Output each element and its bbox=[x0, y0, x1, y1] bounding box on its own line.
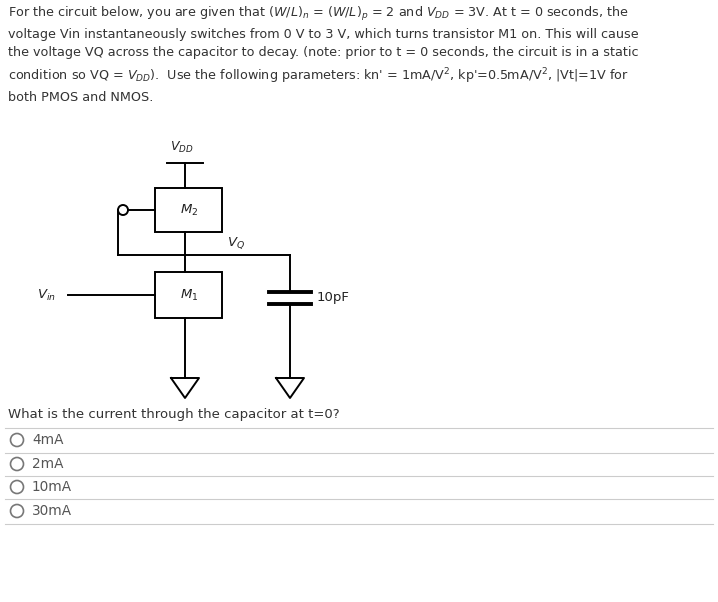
Text: $M_2$: $M_2$ bbox=[180, 202, 199, 217]
Text: $V_{in}$: $V_{in}$ bbox=[37, 287, 56, 303]
Text: 2mA: 2mA bbox=[32, 457, 63, 471]
Text: 10pF: 10pF bbox=[317, 291, 350, 305]
Text: 4mA: 4mA bbox=[32, 433, 63, 447]
Text: $V_{DD}$: $V_{DD}$ bbox=[170, 140, 194, 155]
FancyBboxPatch shape bbox=[155, 272, 222, 318]
Text: 30mA: 30mA bbox=[32, 504, 72, 518]
Text: $V_Q$: $V_Q$ bbox=[227, 235, 245, 251]
Text: For the circuit below, you are given that $(W/L)_n$ = $(W/L)_p$ = 2 and $V_{DD}$: For the circuit below, you are given tha… bbox=[8, 5, 638, 104]
Circle shape bbox=[118, 205, 128, 215]
FancyBboxPatch shape bbox=[155, 188, 222, 232]
Text: What is the current through the capacitor at t=0?: What is the current through the capacito… bbox=[8, 408, 340, 421]
Text: 10mA: 10mA bbox=[32, 480, 72, 494]
Text: $M_1$: $M_1$ bbox=[180, 287, 199, 303]
